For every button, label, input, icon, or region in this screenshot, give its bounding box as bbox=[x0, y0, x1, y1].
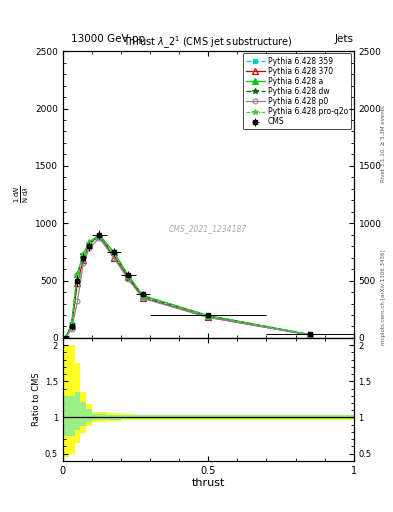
Pythia 6.428 p0 bbox=[141, 295, 145, 302]
Pythia 6.428 p0 bbox=[126, 276, 131, 283]
Y-axis label: $\frac{1}{\mathrm{N}}\frac{\mathrm{d}N}{\mathrm{d}\lambda}$: $\frac{1}{\mathrm{N}}\frac{\mathrm{d}N}{… bbox=[13, 186, 31, 203]
Pythia 6.428 a bbox=[141, 292, 145, 298]
Pythia 6.428 dw bbox=[206, 313, 211, 319]
Pythia 6.428 dw bbox=[141, 293, 145, 299]
Pythia 6.428 359 bbox=[63, 335, 68, 341]
Pythia 6.428 370 bbox=[75, 280, 80, 286]
Pythia 6.428 dw bbox=[75, 272, 80, 279]
Pythia 6.428 dw bbox=[97, 233, 101, 239]
Pythia 6.428 dw bbox=[63, 335, 68, 341]
Pythia 6.428 dw bbox=[308, 332, 312, 338]
Pythia 6.428 a bbox=[81, 251, 86, 257]
Pythia 6.428 pro-q2o bbox=[141, 293, 145, 299]
Title: Thrust $\lambda$_2$^1$ (CMS jet substructure): Thrust $\lambda$_2$^1$ (CMS jet substruc… bbox=[123, 35, 293, 51]
Pythia 6.428 359 bbox=[69, 321, 74, 327]
Text: 13000 GeV pp: 13000 GeV pp bbox=[71, 33, 145, 44]
Line: Pythia 6.428 pro-q2o: Pythia 6.428 pro-q2o bbox=[63, 233, 313, 340]
Pythia 6.428 p0 bbox=[69, 326, 74, 332]
Pythia 6.428 pro-q2o bbox=[308, 332, 312, 338]
Pythia 6.428 dw bbox=[69, 321, 74, 327]
Pythia 6.428 dw bbox=[87, 240, 92, 246]
X-axis label: thrust: thrust bbox=[192, 478, 225, 488]
Text: Jets: Jets bbox=[335, 33, 354, 44]
Pythia 6.428 370 bbox=[126, 274, 131, 280]
Pythia 6.428 359 bbox=[97, 234, 101, 240]
Pythia 6.428 370 bbox=[81, 257, 86, 263]
Pythia 6.428 a bbox=[63, 335, 68, 341]
Pythia 6.428 a bbox=[75, 271, 80, 277]
Pythia 6.428 370 bbox=[87, 242, 92, 248]
Pythia 6.428 370 bbox=[97, 231, 101, 238]
Pythia 6.428 370 bbox=[308, 332, 312, 338]
Pythia 6.428 pro-q2o bbox=[97, 232, 101, 239]
Pythia 6.428 a bbox=[206, 312, 211, 318]
Pythia 6.428 a bbox=[69, 321, 74, 327]
Line: Pythia 6.428 370: Pythia 6.428 370 bbox=[63, 232, 313, 340]
Pythia 6.428 dw bbox=[126, 273, 131, 280]
Pythia 6.428 a bbox=[87, 239, 92, 245]
Line: Pythia 6.428 359: Pythia 6.428 359 bbox=[64, 235, 312, 340]
Text: mcplots.cern.ch [arXiv:1306.3436]: mcplots.cern.ch [arXiv:1306.3436] bbox=[381, 249, 386, 345]
Pythia 6.428 pro-q2o bbox=[112, 250, 116, 256]
Pythia 6.428 pro-q2o bbox=[81, 251, 86, 258]
Pythia 6.428 a bbox=[126, 272, 131, 279]
Pythia 6.428 359 bbox=[126, 274, 131, 280]
Pythia 6.428 p0 bbox=[81, 260, 86, 266]
Pythia 6.428 359 bbox=[87, 241, 92, 247]
Pythia 6.428 p0 bbox=[75, 298, 80, 304]
Pythia 6.428 359 bbox=[81, 252, 86, 259]
Pythia 6.428 pro-q2o bbox=[126, 273, 131, 280]
Pythia 6.428 370 bbox=[141, 295, 145, 301]
Pythia 6.428 359 bbox=[75, 272, 80, 278]
Pythia 6.428 dw bbox=[81, 252, 86, 258]
Pythia 6.428 pro-q2o bbox=[63, 335, 68, 341]
Pythia 6.428 359 bbox=[112, 251, 116, 257]
Pythia 6.428 pro-q2o bbox=[87, 240, 92, 246]
Pythia 6.428 pro-q2o bbox=[206, 313, 211, 319]
Pythia 6.428 370 bbox=[69, 324, 74, 330]
Pythia 6.428 p0 bbox=[63, 335, 68, 341]
Pythia 6.428 370 bbox=[112, 254, 116, 261]
Pythia 6.428 p0 bbox=[112, 254, 116, 261]
Line: Pythia 6.428 a: Pythia 6.428 a bbox=[63, 232, 313, 340]
Text: Rivet 3.1.10, ≥ 3.3M events: Rivet 3.1.10, ≥ 3.3M events bbox=[381, 105, 386, 182]
Pythia 6.428 p0 bbox=[97, 235, 101, 241]
Pythia 6.428 pro-q2o bbox=[75, 272, 80, 278]
Pythia 6.428 359 bbox=[141, 293, 145, 300]
Pythia 6.428 a bbox=[97, 231, 101, 238]
Y-axis label: Ratio to CMS: Ratio to CMS bbox=[32, 373, 41, 426]
Pythia 6.428 a bbox=[308, 332, 312, 338]
Text: CMS_2021_1234187: CMS_2021_1234187 bbox=[169, 224, 248, 233]
Pythia 6.428 359 bbox=[308, 332, 312, 338]
Pythia 6.428 370 bbox=[63, 335, 68, 341]
Pythia 6.428 p0 bbox=[87, 245, 92, 251]
Line: Pythia 6.428 p0: Pythia 6.428 p0 bbox=[63, 236, 312, 340]
Pythia 6.428 359 bbox=[206, 313, 211, 319]
Line: Pythia 6.428 dw: Pythia 6.428 dw bbox=[63, 233, 313, 340]
Pythia 6.428 dw bbox=[112, 250, 116, 257]
Pythia 6.428 p0 bbox=[206, 314, 211, 321]
Legend: Pythia 6.428 359, Pythia 6.428 370, Pythia 6.428 a, Pythia 6.428 dw, Pythia 6.42: Pythia 6.428 359, Pythia 6.428 370, Pyth… bbox=[243, 53, 351, 130]
Pythia 6.428 370 bbox=[206, 314, 211, 321]
Pythia 6.428 a bbox=[112, 249, 116, 255]
Pythia 6.428 p0 bbox=[308, 332, 312, 338]
Pythia 6.428 pro-q2o bbox=[69, 321, 74, 327]
